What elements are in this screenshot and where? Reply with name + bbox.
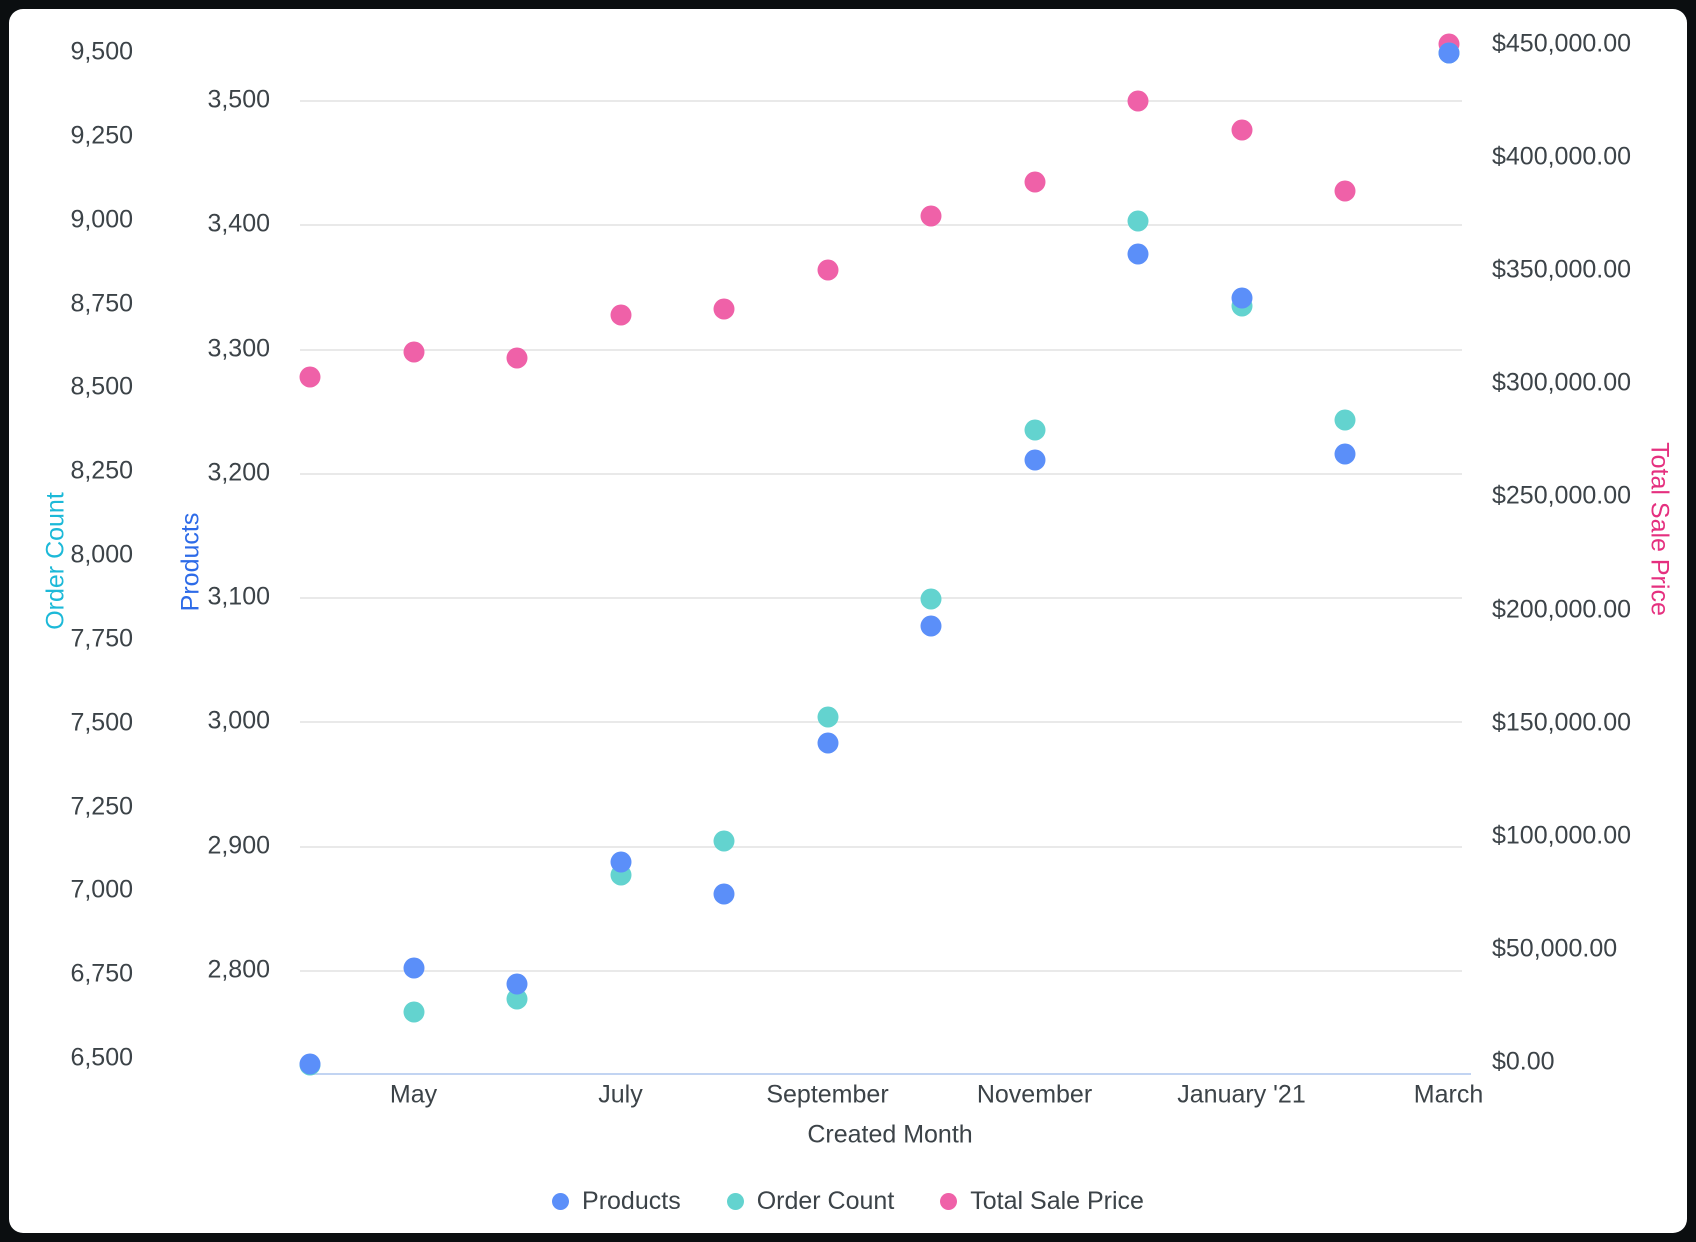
x-tick-label: May — [389, 1080, 438, 1109]
products-tick-label: 3,300 — [207, 334, 270, 363]
products-tick-label: 2,900 — [207, 831, 270, 860]
price-tick-label: $200,000.00 — [1492, 595, 1632, 624]
data-point-products-dec[interactable] — [1127, 243, 1149, 265]
order_count-tick-label: 7,250 — [70, 792, 133, 820]
data-point-products-jun[interactable] — [506, 973, 528, 995]
x-tick-label: September — [766, 1080, 889, 1109]
order_count-tick-label: 8,000 — [70, 540, 133, 569]
data-point-products-apr--20[interactable] — [299, 1053, 321, 1075]
price-tick-label: $50,000.00 — [1492, 934, 1618, 963]
data-point-total-sale-price-aug[interactable] — [713, 298, 735, 320]
price-tick-label: $250,000.00 — [1492, 481, 1632, 510]
gridline — [300, 348, 1462, 351]
legend-item-order-count[interactable]: Order Count — [726, 1187, 895, 1216]
products-tick-label: 3,500 — [207, 85, 270, 114]
products-tick-label: 3,200 — [207, 458, 270, 487]
gridline — [300, 721, 1462, 724]
data-point-order-count-may[interactable] — [403, 1001, 424, 1023]
chart-card: 6,500 6,750 7,000 7,250 7,500 7,750 8,000 8,250… — [9, 9, 1687, 1233]
gridline — [300, 224, 1462, 227]
data-point-order-count-aug[interactable] — [713, 830, 735, 852]
order_count-tick-label: 7,750 — [70, 624, 133, 653]
price-tick-label: $0.00 — [1492, 1047, 1555, 1076]
order_count-tick-label: 7,500 — [70, 708, 133, 737]
order_count-tick-label: 9,500 — [70, 37, 133, 66]
products-tick-label: 3,400 — [207, 209, 270, 238]
legend-item-total-sale-price[interactable]: Total Sale Price — [940, 1187, 1144, 1216]
x-axis-title: Created Month — [807, 1120, 973, 1149]
data-point-order-count-dec[interactable] — [1127, 210, 1149, 232]
order_count-tick-label: 8,750 — [70, 289, 133, 317]
products-tick-label: 3,100 — [207, 582, 270, 611]
data-point-order-count-oct[interactable] — [920, 588, 942, 610]
price-tick-label: $350,000.00 — [1492, 255, 1632, 284]
gridline — [300, 472, 1462, 475]
legend-label: Order Count — [756, 1187, 895, 1215]
order_count-tick-label: 6,750 — [70, 959, 133, 988]
x-tick-label: July — [598, 1080, 643, 1109]
data-point-products-feb[interactable] — [1334, 443, 1356, 465]
data-point-products-jan--21[interactable] — [1231, 287, 1252, 309]
data-point-products-jul[interactable] — [610, 851, 631, 873]
y-axis-title-order-count: Order Count — [41, 492, 70, 630]
data-point-order-count-jun[interactable] — [506, 988, 528, 1010]
price-tick-label: $450,000.00 — [1492, 29, 1632, 58]
data-point-total-sale-price-nov[interactable] — [1024, 171, 1045, 193]
x-tick-label: November — [976, 1080, 1093, 1109]
price-tick-label: $100,000.00 — [1492, 821, 1632, 850]
data-point-products-may[interactable] — [403, 957, 424, 978]
data-point-products-nov[interactable] — [1024, 449, 1045, 471]
order_count-tick-label: 8,500 — [70, 372, 133, 401]
data-point-products-aug[interactable] — [713, 883, 735, 905]
data-point-total-sale-price-sep[interactable] — [817, 259, 838, 281]
x-axis-baseline — [309, 1073, 1471, 1075]
data-point-total-sale-price-apr--20[interactable] — [299, 366, 321, 388]
legend-dot-icon — [726, 1193, 744, 1210]
order_count-tick-label: 8,250 — [70, 456, 133, 485]
data-point-total-sale-price-jan--21[interactable] — [1231, 119, 1252, 141]
legend: Products Order Count Total Sale Price — [9, 1187, 1687, 1216]
data-point-order-count-feb[interactable] — [1334, 409, 1356, 431]
legend-label: Total Sale Price — [970, 1187, 1144, 1215]
order_count-tick-label: 6,500 — [70, 1043, 133, 1072]
data-point-total-sale-price-feb[interactable] — [1334, 180, 1356, 202]
gridline — [300, 100, 1462, 102]
gridline — [300, 845, 1462, 848]
data-point-products-oct[interactable] — [920, 615, 942, 637]
order_count-tick-label: 9,250 — [70, 121, 133, 150]
data-point-total-sale-price-oct[interactable] — [920, 205, 942, 227]
data-point-products-sep[interactable] — [817, 732, 838, 754]
order_count-tick-label: 7,000 — [70, 875, 133, 904]
y-axis-title-products: Products — [176, 512, 205, 612]
data-point-total-sale-price-jun[interactable] — [506, 347, 528, 369]
x-tick-label: March — [1413, 1080, 1484, 1109]
data-point-order-count-sep[interactable] — [817, 706, 838, 728]
y-axis-title-total-sale-price: Total Sale Price — [1645, 442, 1674, 616]
data-point-total-sale-price-jul[interactable] — [610, 304, 631, 326]
legend-dot-icon — [552, 1193, 570, 1210]
legend-label: Products — [582, 1187, 681, 1215]
gridline — [300, 970, 1462, 972]
data-point-products-mar[interactable] — [1438, 42, 1459, 64]
price-tick-label: $300,000.00 — [1492, 368, 1632, 397]
x-tick-label: January '21 — [1177, 1080, 1306, 1109]
gridline — [300, 597, 1462, 600]
products-tick-label: 3,000 — [207, 706, 270, 735]
data-point-total-sale-price-dec[interactable] — [1127, 90, 1149, 112]
legend-item-products[interactable]: Products — [552, 1187, 681, 1216]
order_count-tick-label: 9,000 — [70, 205, 133, 234]
price-tick-label: $150,000.00 — [1492, 708, 1632, 737]
data-point-total-sale-price-may[interactable] — [403, 341, 424, 363]
legend-dot-icon — [940, 1193, 958, 1210]
price-tick-label: $400,000.00 — [1492, 142, 1632, 171]
data-point-order-count-nov[interactable] — [1024, 419, 1045, 441]
products-tick-label: 2,800 — [207, 955, 270, 984]
